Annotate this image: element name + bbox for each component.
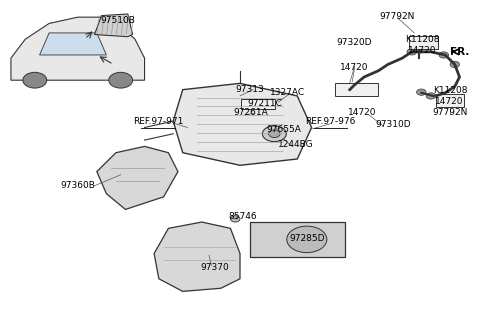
Bar — [436, 94, 464, 107]
Circle shape — [263, 126, 286, 142]
Circle shape — [439, 52, 448, 58]
Text: FR.: FR. — [450, 47, 469, 57]
Text: 1327AC: 1327AC — [270, 88, 305, 97]
PathPatch shape — [11, 17, 144, 80]
Circle shape — [287, 226, 327, 252]
Circle shape — [417, 89, 426, 95]
Circle shape — [450, 61, 459, 68]
Bar — [241, 99, 276, 108]
Bar — [336, 83, 378, 96]
Bar — [409, 36, 438, 49]
Text: 97320D: 97320D — [337, 38, 372, 47]
PathPatch shape — [154, 222, 240, 291]
Text: 85746: 85746 — [228, 212, 257, 221]
Text: 97792N: 97792N — [380, 12, 415, 21]
Text: 97792N: 97792N — [432, 108, 468, 117]
Circle shape — [23, 72, 47, 88]
Circle shape — [109, 72, 132, 88]
PathPatch shape — [39, 33, 107, 55]
Circle shape — [269, 130, 280, 138]
PathPatch shape — [95, 14, 132, 37]
PathPatch shape — [97, 146, 178, 210]
Text: 14720: 14720 — [408, 46, 436, 55]
Text: REF.97-976: REF.97-976 — [305, 117, 356, 126]
Text: 97211C: 97211C — [248, 99, 283, 108]
Circle shape — [230, 216, 240, 222]
Text: 97261A: 97261A — [234, 108, 268, 117]
Circle shape — [407, 49, 417, 55]
Text: K11208: K11208 — [433, 86, 467, 95]
Text: 97285D: 97285D — [289, 234, 324, 243]
Text: 97360B: 97360B — [60, 181, 95, 190]
Text: 14720: 14720 — [340, 63, 369, 72]
Text: 97313: 97313 — [235, 85, 264, 94]
Text: K11208: K11208 — [405, 35, 440, 44]
Circle shape — [426, 93, 436, 99]
Text: 1244BG: 1244BG — [277, 140, 313, 149]
Text: 14720: 14720 — [348, 108, 376, 117]
Text: 97310D: 97310D — [375, 121, 410, 129]
Text: 97655A: 97655A — [266, 125, 301, 134]
Text: 14720: 14720 — [435, 97, 463, 106]
Text: 97370: 97370 — [201, 263, 229, 272]
Text: REF.97-971: REF.97-971 — [133, 117, 183, 126]
PathPatch shape — [173, 83, 312, 165]
Text: 97510B: 97510B — [101, 17, 136, 25]
PathPatch shape — [250, 222, 345, 257]
